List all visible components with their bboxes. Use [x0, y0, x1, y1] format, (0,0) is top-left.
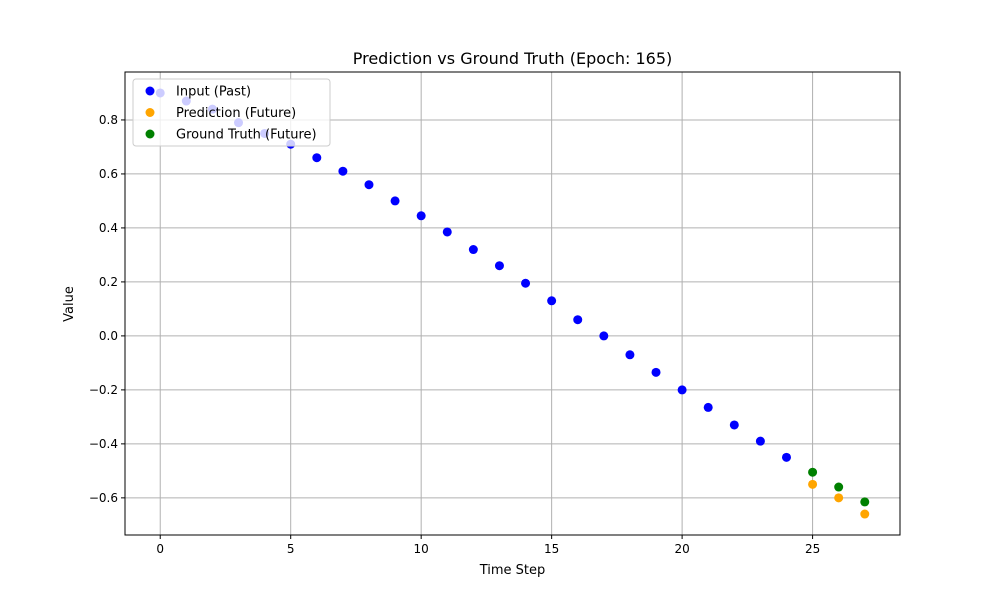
data-point-input-past: [338, 166, 348, 176]
legend: Input (Past) Prediction (Future) Ground Tr…: [132, 78, 331, 147]
data-point-input-past: [677, 385, 687, 395]
data-point-prediction-future: [834, 493, 844, 503]
y-tick-label: 0.8: [99, 113, 118, 127]
grid: [125, 72, 900, 535]
data-point-input-past: [312, 153, 322, 163]
legend-marker: [145, 129, 155, 139]
data-point-input-past: [442, 227, 452, 237]
y-tick-label: 0.4: [99, 221, 118, 235]
x-tick-label: 0: [156, 542, 164, 556]
legend-marker: [145, 86, 155, 96]
data-point-input-past: [364, 180, 374, 190]
x-axis-label: Time Step: [479, 563, 546, 578]
data-point-prediction-future: [808, 479, 818, 489]
data-point-input-past: [390, 196, 400, 206]
data-point-input-past: [729, 420, 739, 430]
legend-box: [132, 78, 331, 147]
data-point-ground-truth-future: [834, 482, 844, 492]
data-point-input-past: [703, 402, 713, 412]
data-point-input-past: [547, 296, 557, 306]
data-point-ground-truth-future: [808, 467, 818, 477]
y-tick-label: 0.0: [99, 329, 118, 343]
data-point-prediction-future: [860, 509, 870, 519]
y-tick-label: −0.6: [89, 491, 118, 505]
x-tick-label: 10: [414, 542, 429, 556]
data-point-input-past: [781, 452, 791, 462]
y-tick-label: −0.4: [89, 437, 118, 451]
plot-frame: [124, 71, 901, 536]
legend-marker: [145, 108, 155, 117]
x-tick-label: 20: [674, 542, 689, 556]
legend-label: Ground Truth (Future): [176, 128, 317, 143]
data-point-input-past: [599, 331, 609, 341]
y-tick-label: 0.2: [99, 275, 118, 289]
data-point-input-past: [573, 315, 583, 325]
data-point-input-past: [625, 350, 635, 360]
legend-label: Input (Past): [176, 85, 251, 100]
data-point-input-past: [416, 211, 426, 221]
legend-label: Prediction (Future): [176, 106, 296, 121]
y-tick-label: 0.6: [99, 167, 118, 181]
data-point-input-past: [755, 436, 765, 446]
x-tick-label: 5: [287, 542, 295, 556]
data-point-input-past: [651, 367, 661, 377]
data-point-ground-truth-future: [860, 497, 870, 507]
x-tick-label: 15: [544, 542, 559, 556]
x-tick-label: 25: [805, 542, 820, 556]
data-point-input-past: [468, 245, 478, 255]
axis-ticks: 0 5 10 15 20 25 −0.6 −0.4 −0.2 0.0 0.2 0.4 0.6 0.8: [89, 113, 820, 556]
y-axis-label: Value: [62, 286, 77, 322]
data-point-input-past: [494, 261, 504, 271]
y-tick-label: −0.2: [89, 383, 118, 397]
data-point-input-past: [521, 278, 531, 288]
chart-title: Prediction vs Ground Truth (Epoch: 165): [353, 49, 673, 68]
